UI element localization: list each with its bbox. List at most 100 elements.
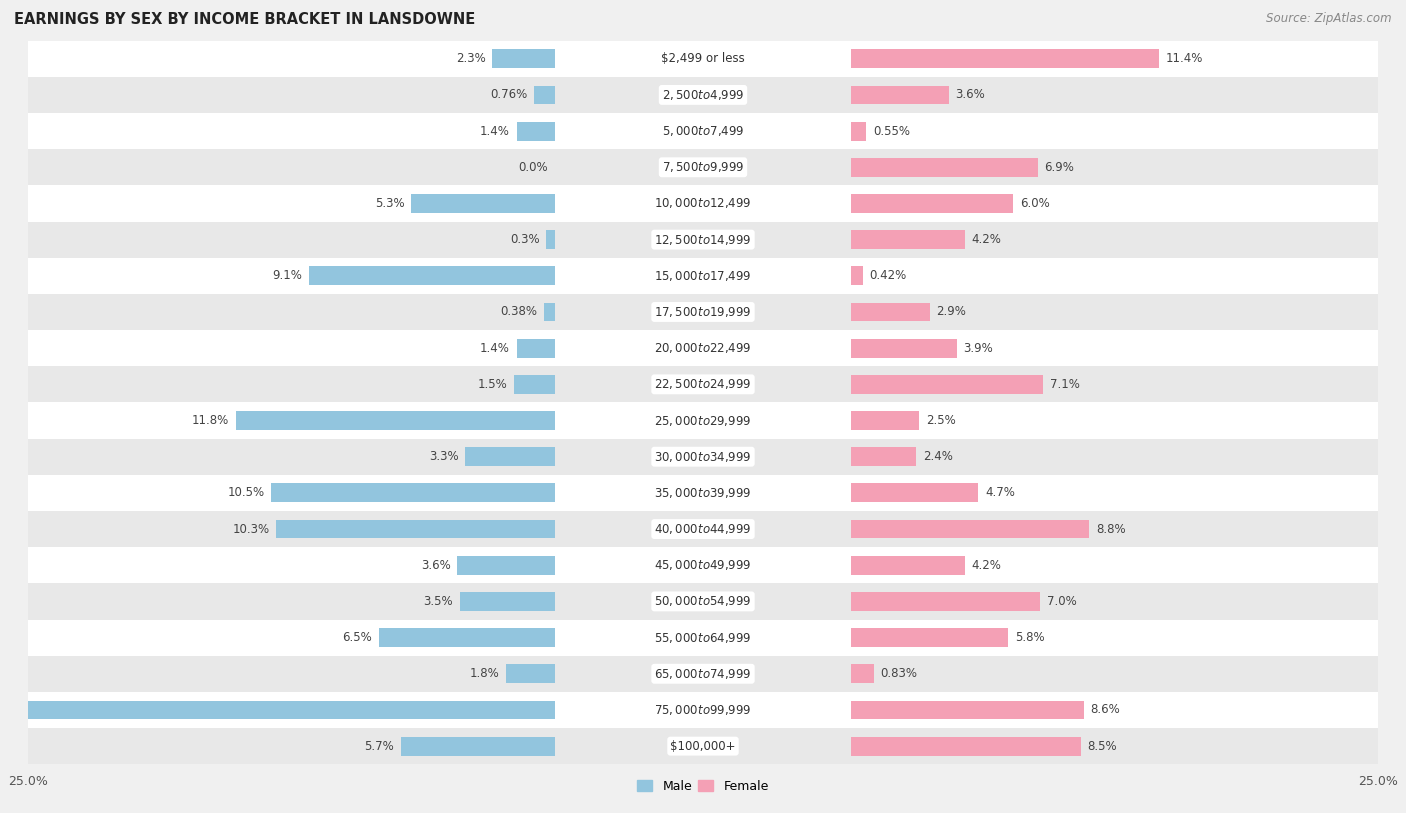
Text: $2,500 to $4,999: $2,500 to $4,999 (662, 88, 744, 102)
Text: 2.9%: 2.9% (936, 306, 966, 319)
Bar (28, 402, 1378, 439)
Bar (28, 330, 1378, 366)
Bar (517, 122, 554, 141)
Bar (852, 85, 949, 104)
Text: 6.0%: 6.0% (1021, 197, 1050, 210)
Bar (0, 701, 554, 720)
Bar (401, 737, 554, 755)
Text: 10.5%: 10.5% (228, 486, 264, 499)
Text: $100,000+: $100,000+ (671, 740, 735, 753)
Text: $75,000 to $99,999: $75,000 to $99,999 (654, 703, 752, 717)
Text: 6.9%: 6.9% (1045, 161, 1074, 174)
Legend: Male, Female: Male, Female (633, 775, 773, 798)
Text: 1.5%: 1.5% (478, 378, 508, 391)
Text: 4.2%: 4.2% (972, 233, 1001, 246)
Bar (852, 664, 875, 683)
Bar (852, 520, 1090, 538)
Bar (28, 620, 1378, 655)
Text: 2.4%: 2.4% (922, 450, 953, 463)
Text: $2,499 or less: $2,499 or less (661, 52, 745, 65)
Text: $12,500 to $14,999: $12,500 to $14,999 (654, 233, 752, 246)
Text: 9.1%: 9.1% (273, 269, 302, 282)
Text: 1.4%: 1.4% (479, 124, 510, 137)
Bar (852, 230, 965, 249)
Text: 10.3%: 10.3% (232, 523, 270, 536)
Bar (852, 447, 917, 466)
Bar (852, 411, 920, 430)
Text: 0.38%: 0.38% (501, 306, 537, 319)
Text: 4.2%: 4.2% (972, 559, 1001, 572)
Text: $45,000 to $49,999: $45,000 to $49,999 (654, 559, 752, 572)
Text: 1.4%: 1.4% (479, 341, 510, 354)
Bar (28, 692, 1378, 728)
Bar (28, 547, 1378, 584)
Bar (852, 737, 1081, 755)
Text: $65,000 to $74,999: $65,000 to $74,999 (654, 667, 752, 680)
Bar (28, 77, 1378, 113)
Bar (28, 511, 1378, 547)
Bar (517, 339, 554, 358)
Bar (236, 411, 554, 430)
Text: 1.8%: 1.8% (470, 667, 499, 680)
Bar (544, 302, 554, 321)
Text: 0.42%: 0.42% (869, 269, 907, 282)
Text: 3.3%: 3.3% (429, 450, 458, 463)
Bar (28, 439, 1378, 475)
Bar (28, 366, 1378, 402)
Text: $10,000 to $12,499: $10,000 to $12,499 (654, 197, 752, 211)
Bar (28, 258, 1378, 294)
Text: 11.8%: 11.8% (193, 414, 229, 427)
Text: Source: ZipAtlas.com: Source: ZipAtlas.com (1267, 12, 1392, 25)
Bar (412, 194, 554, 213)
Text: EARNINGS BY SEX BY INCOME BRACKET IN LANSDOWNE: EARNINGS BY SEX BY INCOME BRACKET IN LAN… (14, 12, 475, 27)
Text: $35,000 to $39,999: $35,000 to $39,999 (654, 486, 752, 500)
Bar (460, 592, 554, 611)
Text: $22,500 to $24,999: $22,500 to $24,999 (654, 377, 752, 391)
Bar (492, 50, 554, 68)
Text: 7.1%: 7.1% (1050, 378, 1080, 391)
Bar (309, 267, 554, 285)
Text: 7.0%: 7.0% (1047, 595, 1077, 608)
Bar (271, 484, 554, 502)
Text: $15,000 to $17,499: $15,000 to $17,499 (654, 269, 752, 283)
Bar (547, 230, 554, 249)
Bar (28, 728, 1378, 764)
Text: 5.3%: 5.3% (375, 197, 405, 210)
Bar (852, 701, 1084, 720)
Text: $5,000 to $7,499: $5,000 to $7,499 (662, 124, 744, 138)
Bar (852, 122, 866, 141)
Bar (852, 375, 1043, 393)
Text: 5.8%: 5.8% (1015, 631, 1045, 644)
Bar (534, 85, 554, 104)
Text: 2.3%: 2.3% (456, 52, 485, 65)
Bar (852, 194, 1014, 213)
Bar (28, 113, 1378, 150)
Text: $40,000 to $44,999: $40,000 to $44,999 (654, 522, 752, 536)
Bar (28, 475, 1378, 511)
Text: 3.5%: 3.5% (423, 595, 453, 608)
Bar (28, 222, 1378, 258)
Bar (852, 339, 956, 358)
Text: 11.4%: 11.4% (1166, 52, 1204, 65)
Text: 3.9%: 3.9% (963, 341, 993, 354)
Text: $20,000 to $22,499: $20,000 to $22,499 (654, 341, 752, 355)
Bar (28, 294, 1378, 330)
Text: 0.83%: 0.83% (880, 667, 918, 680)
Text: $25,000 to $29,999: $25,000 to $29,999 (654, 414, 752, 428)
Bar (28, 41, 1378, 77)
Text: 8.8%: 8.8% (1095, 523, 1125, 536)
Text: $50,000 to $54,999: $50,000 to $54,999 (654, 594, 752, 608)
Text: 2.5%: 2.5% (925, 414, 956, 427)
Bar (852, 267, 863, 285)
Text: 3.6%: 3.6% (956, 89, 986, 102)
Text: 0.3%: 0.3% (510, 233, 540, 246)
Bar (852, 628, 1008, 647)
Bar (28, 584, 1378, 620)
Text: $17,500 to $19,999: $17,500 to $19,999 (654, 305, 752, 319)
Text: 8.6%: 8.6% (1091, 703, 1121, 716)
Bar (515, 375, 554, 393)
Bar (852, 158, 1038, 176)
Text: 6.5%: 6.5% (343, 631, 373, 644)
Text: 0.55%: 0.55% (873, 124, 910, 137)
Text: $7,500 to $9,999: $7,500 to $9,999 (662, 160, 744, 174)
